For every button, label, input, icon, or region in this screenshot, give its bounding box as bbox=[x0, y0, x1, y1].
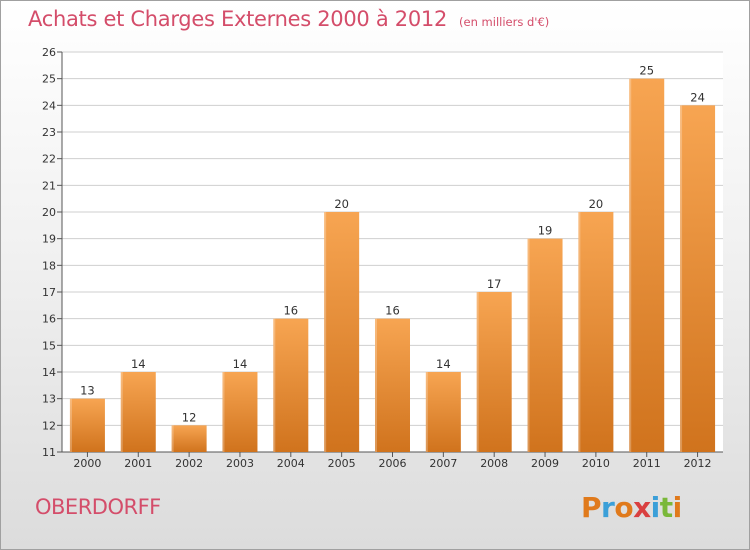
x-tick-label: 2000 bbox=[73, 457, 101, 470]
bar-highlight bbox=[69, 398, 72, 452]
x-tick-label: 2002 bbox=[175, 457, 203, 470]
bar-highlight bbox=[324, 212, 327, 452]
bar bbox=[527, 238, 563, 452]
chart-unit: (en milliers d'€) bbox=[459, 15, 550, 29]
y-tick-label: 12 bbox=[42, 419, 56, 432]
y-tick-label: 11 bbox=[42, 446, 56, 459]
bar bbox=[273, 318, 309, 452]
bar bbox=[425, 372, 461, 452]
x-tick-label: 2003 bbox=[226, 457, 254, 470]
logo-letter: t bbox=[659, 491, 673, 524]
y-tick-label: 23 bbox=[42, 126, 56, 139]
x-tick-label: 2006 bbox=[379, 457, 407, 470]
logo-letter: r bbox=[601, 491, 615, 524]
bar bbox=[375, 318, 410, 452]
data-label: 14 bbox=[131, 357, 146, 371]
y-tick-label: 13 bbox=[42, 393, 56, 406]
bar bbox=[120, 372, 156, 452]
bar bbox=[324, 212, 360, 452]
logo-letter: i bbox=[672, 491, 683, 524]
logo-letter: i bbox=[650, 491, 661, 524]
bar-highlight bbox=[375, 318, 377, 452]
bar-highlight bbox=[425, 372, 428, 452]
y-tick-label: 20 bbox=[42, 206, 56, 219]
y-tick-label: 26 bbox=[42, 46, 56, 59]
x-tick-label: 2010 bbox=[582, 457, 610, 470]
y-tick-label: 24 bbox=[42, 99, 56, 112]
y-tick-label: 15 bbox=[42, 339, 56, 352]
data-label: 16 bbox=[385, 304, 400, 318]
bar bbox=[171, 425, 207, 452]
x-tick-label: 2009 bbox=[531, 457, 559, 470]
bar bbox=[629, 78, 665, 453]
x-tick-label: 2008 bbox=[480, 457, 508, 470]
data-label: 17 bbox=[487, 277, 502, 291]
data-label: 13 bbox=[80, 384, 95, 398]
bar-highlight bbox=[629, 78, 632, 453]
data-label: 20 bbox=[589, 197, 604, 211]
data-label: 25 bbox=[639, 64, 654, 78]
y-tick-label: 25 bbox=[42, 73, 56, 86]
labels: 11 12 13 14 15 16 17 18 19 20 21 22 23 24 25 26 13 2000 14… bbox=[42, 46, 712, 470]
x-tick-label: 2001 bbox=[124, 457, 152, 470]
bar-highlight bbox=[273, 318, 276, 452]
logo-letter: x bbox=[633, 491, 651, 524]
x-tick-label: 2005 bbox=[328, 457, 356, 470]
bar bbox=[476, 292, 512, 452]
data-label: 24 bbox=[690, 90, 705, 104]
proxiti-logo: Proxiti bbox=[581, 491, 682, 524]
y-tick-label: 16 bbox=[42, 313, 56, 326]
x-tick-label: 2011 bbox=[633, 457, 661, 470]
y-tick-label: 17 bbox=[42, 286, 56, 299]
logo-letter: P bbox=[581, 491, 602, 524]
y-tick-label: 18 bbox=[42, 259, 56, 272]
data-label: 20 bbox=[334, 197, 349, 211]
bar-highlight bbox=[680, 105, 683, 452]
bar bbox=[680, 105, 716, 452]
bar bbox=[69, 398, 105, 452]
bar-highlight bbox=[222, 372, 225, 452]
data-label: 14 bbox=[233, 357, 248, 371]
bar-highlight bbox=[171, 425, 174, 452]
chart-title-text: Achats et Charges Externes 2000 à 2012 bbox=[28, 7, 448, 31]
data-label: 12 bbox=[182, 410, 197, 424]
x-tick-label: 2004 bbox=[277, 457, 305, 470]
bar bbox=[222, 372, 258, 452]
data-label: 16 bbox=[283, 304, 298, 318]
y-tick-label: 19 bbox=[42, 233, 56, 246]
data-label: 14 bbox=[436, 357, 451, 371]
bar-highlight bbox=[476, 292, 479, 452]
bar bbox=[578, 212, 614, 452]
y-tick-label: 21 bbox=[42, 179, 56, 192]
bars bbox=[69, 78, 716, 453]
bar-highlight bbox=[527, 238, 530, 452]
place-name: OBERDORFF bbox=[35, 495, 161, 519]
x-tick-label: 2007 bbox=[429, 457, 457, 470]
data-label: 19 bbox=[538, 224, 553, 238]
y-tick-label: 22 bbox=[42, 153, 56, 166]
x-tick-label: 2012 bbox=[684, 457, 712, 470]
bar-highlight bbox=[120, 372, 123, 452]
chart-title: Achats et Charges Externes 2000 à 2012 (e… bbox=[28, 7, 549, 31]
bar-highlight bbox=[578, 212, 581, 452]
logo-letter: o bbox=[614, 491, 634, 524]
y-tick-label: 14 bbox=[42, 366, 56, 379]
